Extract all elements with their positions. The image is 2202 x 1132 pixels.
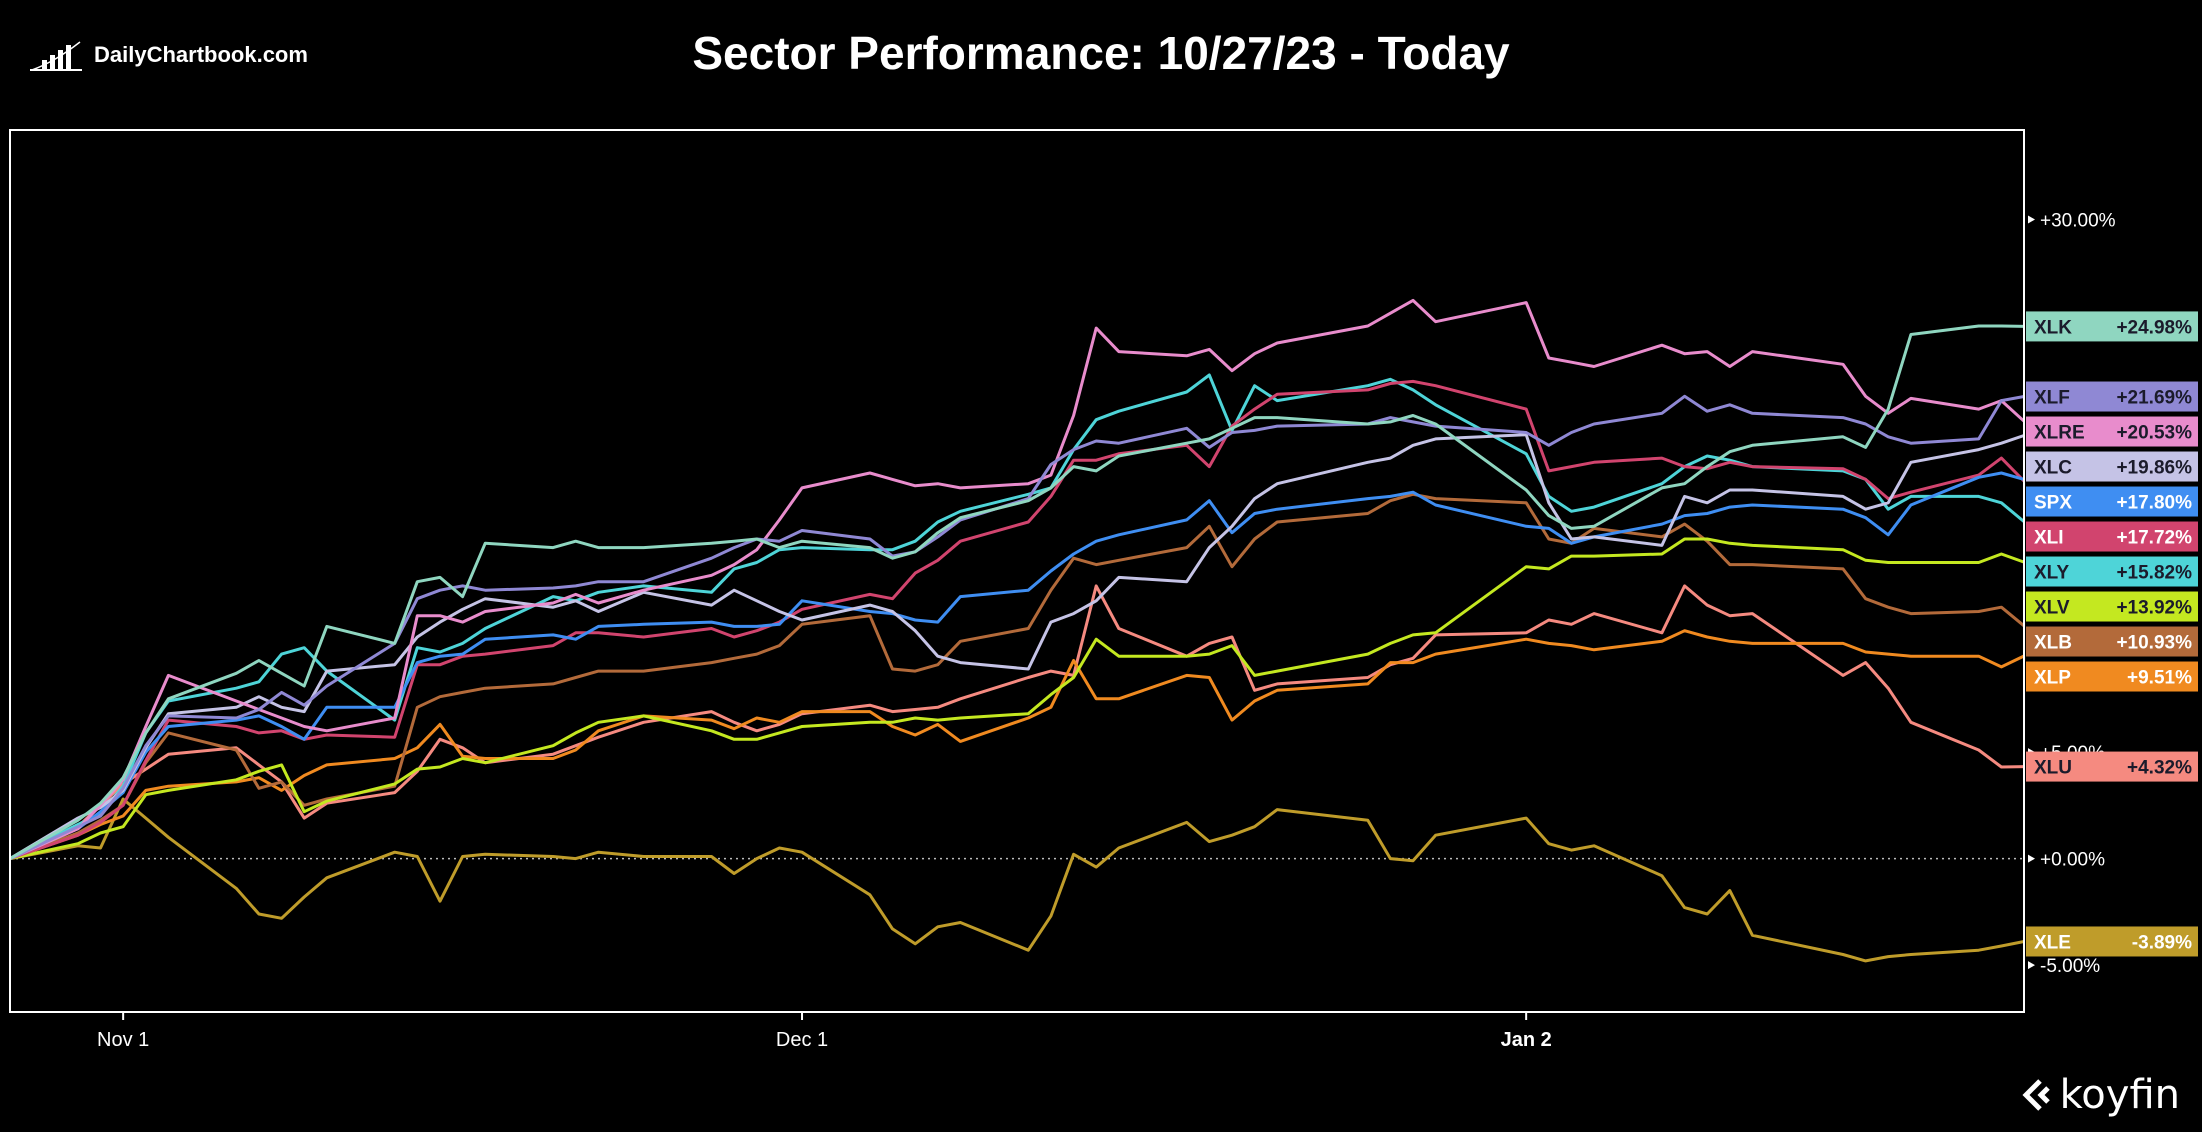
- end-label-value: +24.98%: [2116, 317, 2192, 338]
- y-tick-mark: [2028, 961, 2035, 970]
- end-label-xlc: XLC +19.86%: [2026, 451, 2198, 482]
- end-label-xle: XLE -3.89%: [2026, 926, 2198, 957]
- y-tick-mark: [2028, 215, 2035, 224]
- end-label-value: +13.92%: [2116, 598, 2192, 619]
- end-label-value: -3.89%: [2132, 932, 2192, 953]
- series-line-xly: [9, 373, 2025, 860]
- end-label-value: +19.86%: [2116, 458, 2192, 479]
- brand: DailyChartbook.com: [28, 38, 308, 72]
- end-label-xlp: XLP +9.51%: [2026, 661, 2198, 692]
- end-label-value: +15.82%: [2116, 563, 2192, 584]
- end-label-box: [2026, 751, 2198, 782]
- end-label-box: [2026, 521, 2198, 552]
- end-label-ticker: SPX: [2034, 493, 2072, 514]
- series-line-spx: [9, 471, 2025, 860]
- end-label-ticker: XLB: [2034, 633, 2072, 654]
- x-tick-label: Dec 1: [776, 1029, 828, 1051]
- series-line-xlc: [9, 433, 2025, 860]
- x-tick-label: Nov 1: [97, 1029, 149, 1051]
- series-line-xlv: [9, 537, 2025, 861]
- end-label-xlb: XLB +10.93%: [2026, 626, 2198, 657]
- end-label-ticker: XLU: [2034, 758, 2072, 779]
- end-label-ticker: XLC: [2034, 458, 2072, 479]
- y-tick-label: +30.00%: [2040, 210, 2116, 231]
- end-label-box: [2026, 311, 2198, 342]
- end-label-box: [2026, 381, 2198, 412]
- brand-name: DailyChartbook.com: [94, 42, 308, 67]
- koyfin-logo: koyfin: [2020, 1072, 2180, 1118]
- plot-frame: [9, 129, 2025, 1013]
- end-label-box: [2026, 626, 2198, 657]
- end-label-xlv: XLV +13.92%: [2026, 591, 2198, 622]
- end-label-ticker: XLV: [2034, 598, 2070, 619]
- end-label-ticker: XLRE: [2034, 423, 2085, 444]
- end-label-value: +21.69%: [2116, 388, 2192, 409]
- series-line-xlk: [9, 324, 2025, 860]
- end-label-xlre: XLRE +20.53%: [2026, 416, 2198, 447]
- end-label-box: [2026, 926, 2198, 957]
- series-line-xlre: [9, 298, 2026, 860]
- end-label-box: [2026, 451, 2198, 482]
- y-tick-label: -5.00%: [2040, 956, 2100, 977]
- end-label-ticker: XLI: [2034, 528, 2064, 549]
- y-tick-label: +0.00%: [2040, 850, 2105, 871]
- series-line-xlb: [9, 492, 2025, 861]
- end-label-value: +9.51%: [2127, 668, 2192, 689]
- end-label-value: +10.93%: [2116, 633, 2192, 654]
- end-label-box: [2026, 556, 2198, 587]
- end-label-ticker: XLY: [2034, 563, 2070, 584]
- y-tick-mark: [2028, 854, 2035, 863]
- bar-chart-logo-icon: [30, 41, 82, 71]
- end-label-box: [2026, 486, 2198, 517]
- koyfin-logo-text: koyfin: [2059, 1072, 2180, 1118]
- end-label-box: [2026, 661, 2198, 692]
- series-line-xle: [9, 797, 2025, 963]
- end-label-xlk: XLK +24.98%: [2026, 311, 2198, 342]
- end-label-value: +17.72%: [2116, 528, 2192, 549]
- end-label-ticker: XLK: [2034, 317, 2072, 338]
- end-label-value: +4.32%: [2127, 758, 2192, 779]
- end-label-box: [2026, 416, 2198, 447]
- series-line-xli: [9, 379, 2026, 861]
- koyfin-chevron-icon: [2022, 1079, 2050, 1111]
- end-label-spx: SPX +17.80%: [2026, 486, 2198, 517]
- end-label-ticker: XLF: [2034, 388, 2070, 409]
- series-line-xlp: [9, 629, 2025, 861]
- end-label-ticker: XLE: [2034, 932, 2071, 953]
- chart-title: Sector Performance: 10/27/23 - Today: [692, 27, 1510, 79]
- end-label-xly: XLY +15.82%: [2026, 556, 2198, 587]
- x-tick-label: Jan 2: [1501, 1029, 1552, 1051]
- end-label-box: [2026, 591, 2198, 622]
- end-label-ticker: XLP: [2034, 668, 2071, 689]
- end-label-xlu: XLU +4.32%: [2026, 751, 2198, 782]
- end-label-xlf: XLF +21.69%: [2026, 381, 2198, 412]
- end-label-value: +17.80%: [2116, 493, 2192, 514]
- end-label-xli: XLI +17.72%: [2026, 521, 2198, 552]
- end-label-value: +20.53%: [2116, 423, 2192, 444]
- series-line-xlu: [9, 584, 2025, 860]
